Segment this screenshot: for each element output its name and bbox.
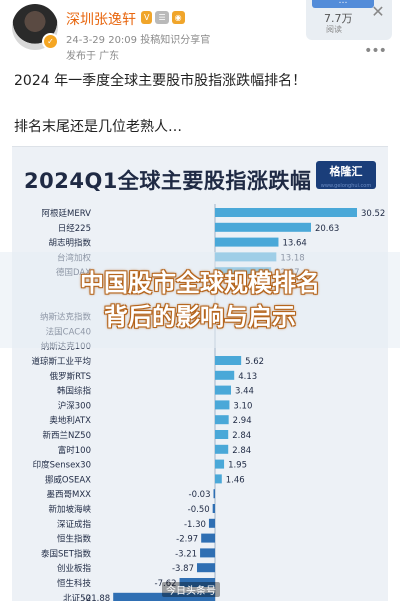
value-label: 2.84: [232, 431, 251, 441]
category-label: 奥地利ATX: [49, 415, 91, 426]
bar: [113, 592, 215, 601]
value-label: 3.10: [233, 401, 252, 411]
value-label: -0.50: [188, 505, 210, 515]
category-label: 墨西哥MXX: [47, 490, 92, 500]
related-card[interactable]: … 7.7万 阅读: [306, 0, 392, 40]
level-badge-icon: ☰: [155, 11, 169, 24]
bar: [215, 415, 229, 425]
category-label: 韩国综指: [57, 386, 92, 397]
overlay-headline-line1: 中国股市全球规模排名: [80, 269, 320, 297]
bar: [215, 474, 222, 484]
fan-badge-icon: ◉: [171, 11, 185, 24]
bar: [215, 208, 357, 217]
value-label: 2.94: [233, 416, 252, 426]
bar: [215, 370, 235, 380]
bar: [212, 504, 215, 513]
chart-title: 2024Q1全球主要股指涨跌幅: [24, 169, 312, 193]
user-badges: V ☰ ◉: [141, 11, 185, 24]
post-text-line1: 2024 年一季度全球主要股市股指涨跌幅排名！: [14, 73, 307, 89]
value-label: -3.21: [175, 549, 197, 559]
bar: [215, 444, 229, 454]
bar: [215, 356, 242, 365]
category-label: 新西兰NZ50: [43, 430, 92, 441]
headline-overlay: [0, 252, 400, 348]
view-count: 7.7万: [324, 12, 353, 25]
value-label: -0.03: [189, 490, 211, 500]
bar-chart: 阿根廷MERV30.52日经22520.63胡志明指数13.64台湾加权13.1…: [31, 204, 385, 601]
chart-image[interactable]: 2024Q1全球主要股指涨跌幅 格隆汇 www.gelonghui.com 阿根…: [12, 146, 388, 601]
username[interactable]: 深圳张逸轩: [66, 12, 136, 28]
category-label: 富时100: [58, 445, 91, 456]
category-label: 恒生科技: [57, 578, 92, 589]
value-label: -7.62: [155, 579, 177, 589]
bar: [213, 489, 215, 499]
bar: [215, 237, 279, 247]
bar: [200, 548, 215, 558]
category-label: 印度Sensex30: [33, 460, 91, 471]
value-label: 5.62: [245, 357, 264, 367]
bar: [215, 222, 311, 232]
value-label: 30.52: [361, 209, 385, 219]
close-icon[interactable]: ✕: [371, 2, 385, 21]
vip-badge-icon: V: [141, 11, 153, 24]
post-datetime: 24-3-29 20:09 投稿知识分享官: [66, 35, 211, 46]
category-label: 道琼斯工业平均: [31, 356, 91, 367]
value-label: 1.46: [226, 475, 245, 485]
bar: [179, 578, 215, 587]
value-label: -3.87: [172, 564, 194, 574]
category-label: 沪深300: [58, 400, 91, 411]
overlay-headline-line2: 背后的影响与启示: [104, 303, 296, 331]
category-label: 创业板指: [57, 563, 92, 574]
category-label: 北证50: [63, 594, 91, 601]
category-label: 阿根廷MERV: [42, 208, 92, 219]
bar: [215, 430, 229, 439]
bar: [208, 518, 215, 528]
logo-url: www.gelonghui.com: [320, 183, 372, 189]
gelonghui-logo: 格隆汇: [316, 161, 376, 189]
bar: [215, 385, 232, 395]
verified-badge-icon: ✓: [42, 33, 59, 50]
value-label: 13.64: [282, 239, 306, 249]
bar: [215, 400, 230, 410]
value-label: 2.84: [232, 446, 251, 456]
bar: [201, 533, 215, 543]
post-location: 发布于 广东: [66, 51, 120, 62]
category-label: 挪威OSEAX: [45, 474, 91, 485]
related-card-thumb: …: [312, 0, 374, 8]
post-text-line2: 排名末尾还是几位老熟人…: [14, 119, 182, 135]
value-label: 20.63: [315, 224, 339, 234]
value-label: -1.30: [184, 520, 206, 530]
category-label: 深证成指: [57, 519, 92, 530]
category-label: 新加坡海峡: [48, 504, 91, 515]
watermark: 今日头条号: [162, 582, 220, 597]
value-label: 4.13: [238, 372, 257, 382]
bar: [196, 563, 215, 573]
value-label: -21.88: [83, 594, 110, 601]
category-label: 日经225: [58, 223, 91, 234]
category-label: 胡志明指数: [48, 238, 91, 249]
overlay-headline: 中国股市全球规模排名 背后的影响与启示: [0, 266, 400, 334]
more-dots-icon[interactable]: •••: [364, 43, 387, 59]
category-label: 泰国SET指数: [41, 548, 91, 559]
bar: [215, 459, 225, 469]
value-label: -2.97: [176, 535, 198, 545]
category-label: 俄罗斯RTS: [50, 371, 91, 382]
view-count-label: 阅读: [326, 25, 342, 34]
value-label: 1.95: [228, 461, 247, 471]
value-label: 3.44: [235, 387, 254, 397]
category-label: 恒生指数: [57, 534, 92, 545]
